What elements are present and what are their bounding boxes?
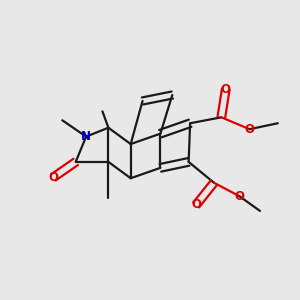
Text: O: O (48, 171, 59, 184)
Text: O: O (191, 199, 201, 212)
Text: O: O (244, 123, 255, 136)
Text: O: O (221, 82, 231, 96)
Text: N: N (81, 130, 91, 143)
Text: O: O (234, 190, 244, 202)
